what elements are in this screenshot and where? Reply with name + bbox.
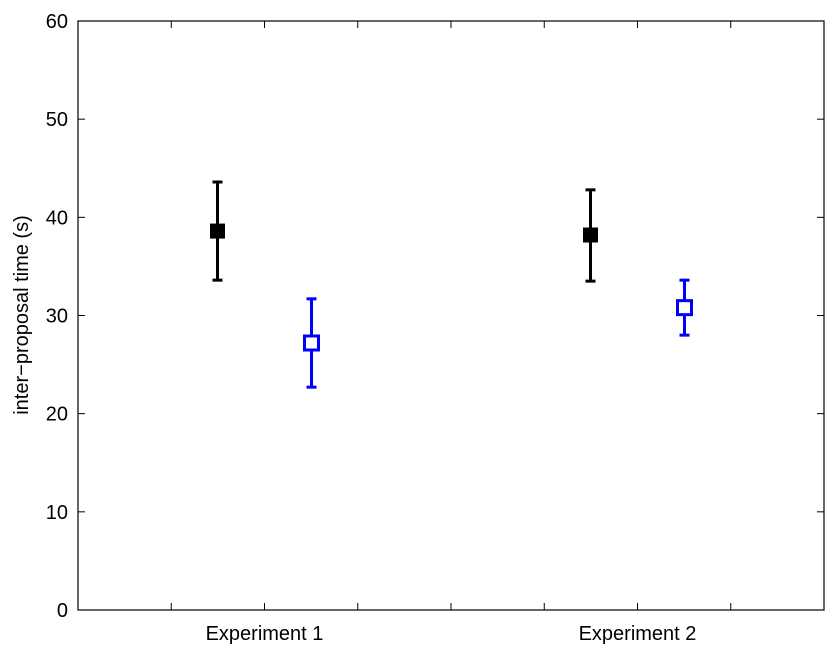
data-series [210,180,693,389]
filled-square-marker [583,227,598,243]
plot-area [77,20,825,611]
y-tick-label: 10 [46,502,68,524]
y-tick-label: 20 [46,404,68,426]
series-1 [210,180,598,283]
y-tick-label: 50 [46,109,68,131]
y-tick-label: 0 [57,600,68,622]
x-category-label: Experiment 2 [579,623,697,645]
open-square-marker [676,299,693,317]
open-square-marker [303,334,320,352]
x-axis-ticks: Experiment 1 Experiment 2 [170,21,732,645]
series-2 [303,278,693,389]
y-tick-label: 40 [46,207,68,229]
y-axis-ticks: 0 10 20 30 40 50 60 [46,11,824,622]
x-category-label: Experiment 1 [206,623,324,645]
y-axis-label: inter−proposal time (s) [11,215,33,415]
y-tick-label: 30 [46,306,68,328]
y-tick-label: 60 [46,11,68,33]
filled-square-marker [210,223,225,239]
